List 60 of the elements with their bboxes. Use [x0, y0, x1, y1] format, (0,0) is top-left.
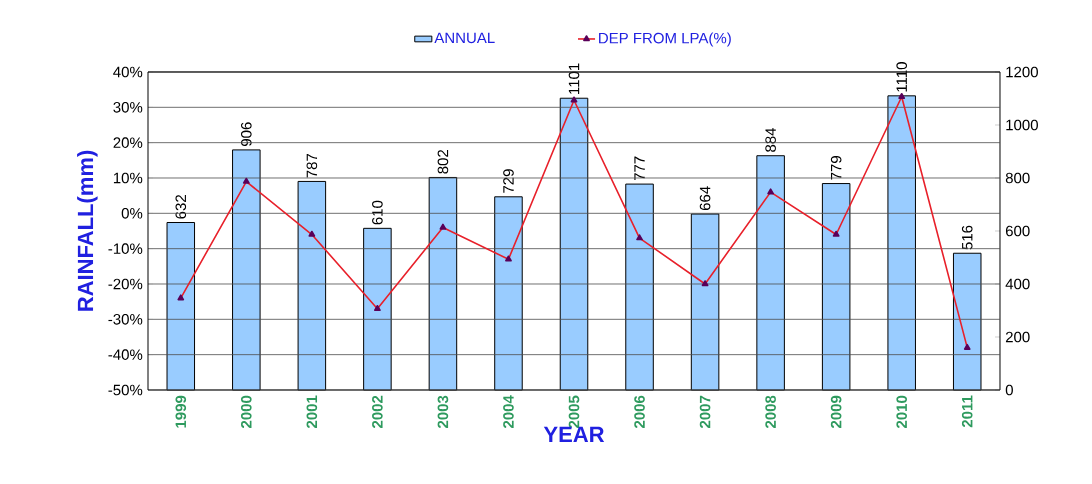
x-tick-label: 2000 [241, 395, 252, 429]
x-tick-label: 2010 [896, 395, 907, 429]
bar [363, 227, 392, 391]
y-tick-label: 10% [113, 172, 143, 184]
y-tick-label: 0% [121, 208, 143, 219]
data-label: 802 [437, 149, 449, 174]
y-tick-label: -50% [108, 384, 143, 396]
bar [887, 95, 916, 391]
data-label: 906 [241, 122, 252, 146]
bar [821, 183, 851, 391]
y-tick-label: 30% [113, 102, 143, 113]
bar [166, 222, 196, 391]
y2-tick-label: 600 [1005, 225, 1030, 237]
legend-label: ANNUAL [434, 32, 495, 44]
y-axis-title: RAINFALL(mm) [77, 150, 98, 311]
bar [559, 97, 589, 391]
y-tick-label: -20% [108, 278, 143, 290]
x-tick-label: 2003 [437, 395, 449, 429]
x-tick-label: 2001 [306, 395, 318, 429]
legend-label: DEP FROM LPA(%) [599, 32, 731, 47]
x-tick-label: 2009 [830, 395, 842, 429]
y2-tick-label: 400 [1005, 278, 1030, 290]
data-label: 777 [634, 156, 645, 181]
bar [952, 252, 982, 391]
y2-tick-label: 200 [1005, 331, 1030, 343]
bar [690, 213, 720, 391]
data-label: 1101 [568, 63, 580, 94]
y2-tick-label: 1000 [1006, 119, 1038, 131]
data-label: 884 [765, 127, 776, 152]
x-tick-label: 1999 [175, 395, 187, 428]
y-tick-label: -30% [108, 314, 143, 325]
data-label: 787 [306, 153, 318, 178]
x-tick-label: 2006 [634, 395, 645, 429]
y-tick-label: -40% [108, 349, 143, 360]
x-tick-label: 2008 [765, 395, 776, 429]
data-label: 729 [503, 169, 514, 193]
x-tick-label: 2007 [699, 395, 711, 429]
x-tick-label: 2011 [961, 395, 973, 428]
bar [756, 155, 785, 391]
data-label: 664 [699, 186, 711, 211]
x-axis-title: YEAR [543, 426, 605, 442]
y-tick-label: 40% [113, 66, 143, 78]
y2-tick-label: 1200 [1006, 66, 1038, 78]
y-tick-label: 20% [113, 137, 143, 148]
data-label: 516 [961, 225, 973, 250]
bar [494, 196, 523, 391]
data-label: 632 [175, 195, 187, 219]
y2-tick-label: 0 [1005, 384, 1013, 396]
x-tick-label: 2005 [568, 395, 580, 429]
bar [625, 183, 654, 391]
bar [232, 149, 261, 391]
data-label: 779 [830, 156, 842, 180]
bar [297, 180, 327, 391]
data-label: 610 [372, 200, 383, 225]
x-tick-label: 2002 [372, 395, 383, 429]
bar [428, 176, 458, 391]
x-tick-label: 2004 [503, 395, 514, 429]
y2-tick-label: 800 [1005, 172, 1030, 184]
data-label: 1110 [896, 62, 907, 92]
y-tick-label: -10% [108, 243, 143, 254]
